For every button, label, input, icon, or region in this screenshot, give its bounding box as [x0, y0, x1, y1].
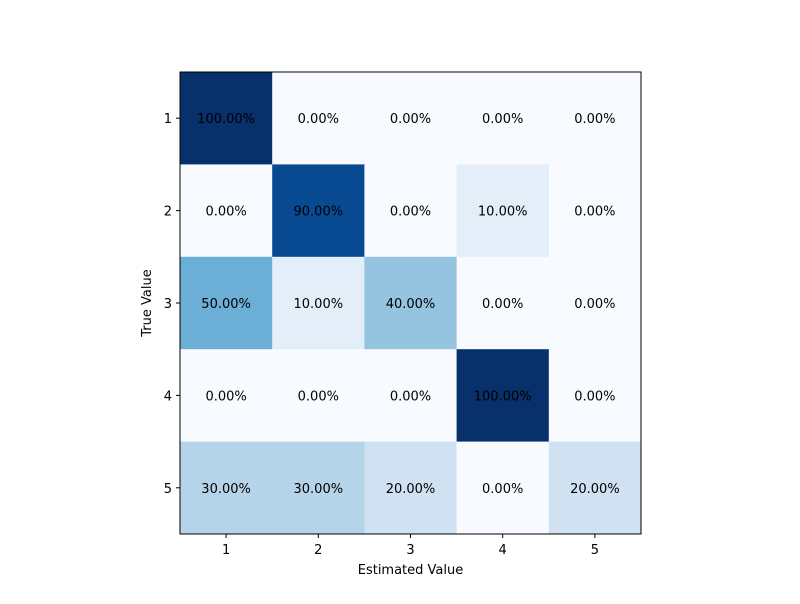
cell-label-r4-c4: 100.00% [474, 389, 532, 404]
cell-label-r2-c4: 10.00% [478, 205, 528, 220]
heatmap-cell-r3-c3 [364, 256, 458, 350]
cell-label-r4-c5: 0.00% [574, 389, 615, 404]
cell-label-r2-c2: 90.00% [294, 205, 344, 220]
cell-label-r4-c1: 0.00% [205, 389, 246, 404]
cell-label-r1-c5: 0.00% [574, 112, 615, 127]
y-tick-label-4: 4 [164, 389, 172, 404]
x-tick-label-4: 4 [499, 543, 507, 558]
heatmap-cells [180, 72, 642, 535]
cell-label-r1-c4: 0.00% [482, 112, 523, 127]
cell-label-r5-c4: 0.00% [482, 482, 523, 497]
x-tick-label-2: 2 [314, 543, 322, 558]
heatmap-cell-r4-c5 [548, 349, 642, 443]
y-tick-label-5: 5 [164, 482, 172, 497]
cell-label-r5-c1: 30.00% [201, 482, 251, 497]
heatmap-cell-r1-c1 [180, 72, 273, 165]
heatmap-cell-r5-c5 [548, 441, 642, 535]
cell-label-r1-c3: 0.00% [390, 112, 431, 127]
heatmap-cell-r4-c4 [456, 349, 550, 443]
heatmap-cell-r1-c4 [456, 72, 550, 165]
cell-label-r5-c3: 20.00% [386, 482, 436, 497]
cell-label-r1-c2: 0.00% [298, 112, 339, 127]
heatmap-cell-r5-c3 [364, 441, 458, 535]
cell-label-r3-c1: 50.00% [201, 297, 251, 312]
cell-label-r4-c3: 0.00% [390, 389, 431, 404]
heatmap-cell-r3-c5 [548, 256, 642, 350]
cell-label-r2-c3: 0.00% [390, 205, 431, 220]
y-tick-label-3: 3 [164, 297, 172, 312]
heatmap-cell-r5-c1 [180, 441, 273, 535]
x-tick-label-1: 1 [222, 543, 230, 558]
cell-label-r1-c1: 100.00% [197, 112, 255, 127]
cell-label-r2-c1: 0.00% [205, 205, 246, 220]
heatmap-cell-r1-c3 [364, 72, 458, 165]
heatmap-cell-r3-c4 [456, 256, 550, 350]
heatmap-cell-r2-c2 [272, 164, 365, 258]
heatmap-cell-labels: 100.00% 0.00% 0.00% 0.00% 0.00% 0.00% 90.00% 0.… [197, 112, 620, 497]
heatmap-cell-r2-c5 [548, 164, 642, 258]
y-tick-label-1: 1 [164, 112, 172, 127]
heatmap-cell-r4-c1 [180, 349, 273, 443]
x-axis-ticks: 1 2 3 4 5 [222, 534, 599, 558]
y-axis-label: True Value [140, 269, 155, 337]
heatmap-cell-r3-c2 [272, 256, 365, 350]
x-axis-label: Estimated Value [358, 563, 464, 578]
x-tick-label-5: 5 [591, 543, 599, 558]
heatmap-cell-r2-c1 [180, 164, 273, 258]
cell-label-r3-c5: 0.00% [574, 297, 615, 312]
cell-label-r4-c2: 0.00% [298, 389, 339, 404]
cell-label-r5-c2: 30.00% [294, 482, 344, 497]
heatmap-cell-r5-c4 [456, 441, 550, 535]
heatmap-cell-r2-c3 [364, 164, 458, 258]
x-tick-label-3: 3 [406, 543, 414, 558]
cell-label-r3-c3: 40.00% [386, 297, 436, 312]
cell-label-r3-c4: 0.00% [482, 297, 523, 312]
cell-label-r5-c5: 20.00% [570, 482, 620, 497]
y-axis-ticks: 1 2 3 4 5 [164, 112, 180, 497]
heatmap-cell-r5-c2 [272, 441, 365, 535]
cell-label-r3-c2: 10.00% [294, 297, 344, 312]
heatmap-cell-r2-c4 [456, 164, 550, 258]
heatmap-cell-r1-c2 [272, 72, 365, 165]
heatmap-cell-r4-c3 [364, 349, 458, 443]
heatmap-cell-r3-c1 [180, 256, 273, 350]
heatmap-cell-r1-c5 [548, 72, 642, 165]
heatmap-cell-r4-c2 [272, 349, 365, 443]
cell-label-r2-c5: 0.00% [574, 205, 615, 220]
y-tick-label-2: 2 [164, 205, 172, 220]
